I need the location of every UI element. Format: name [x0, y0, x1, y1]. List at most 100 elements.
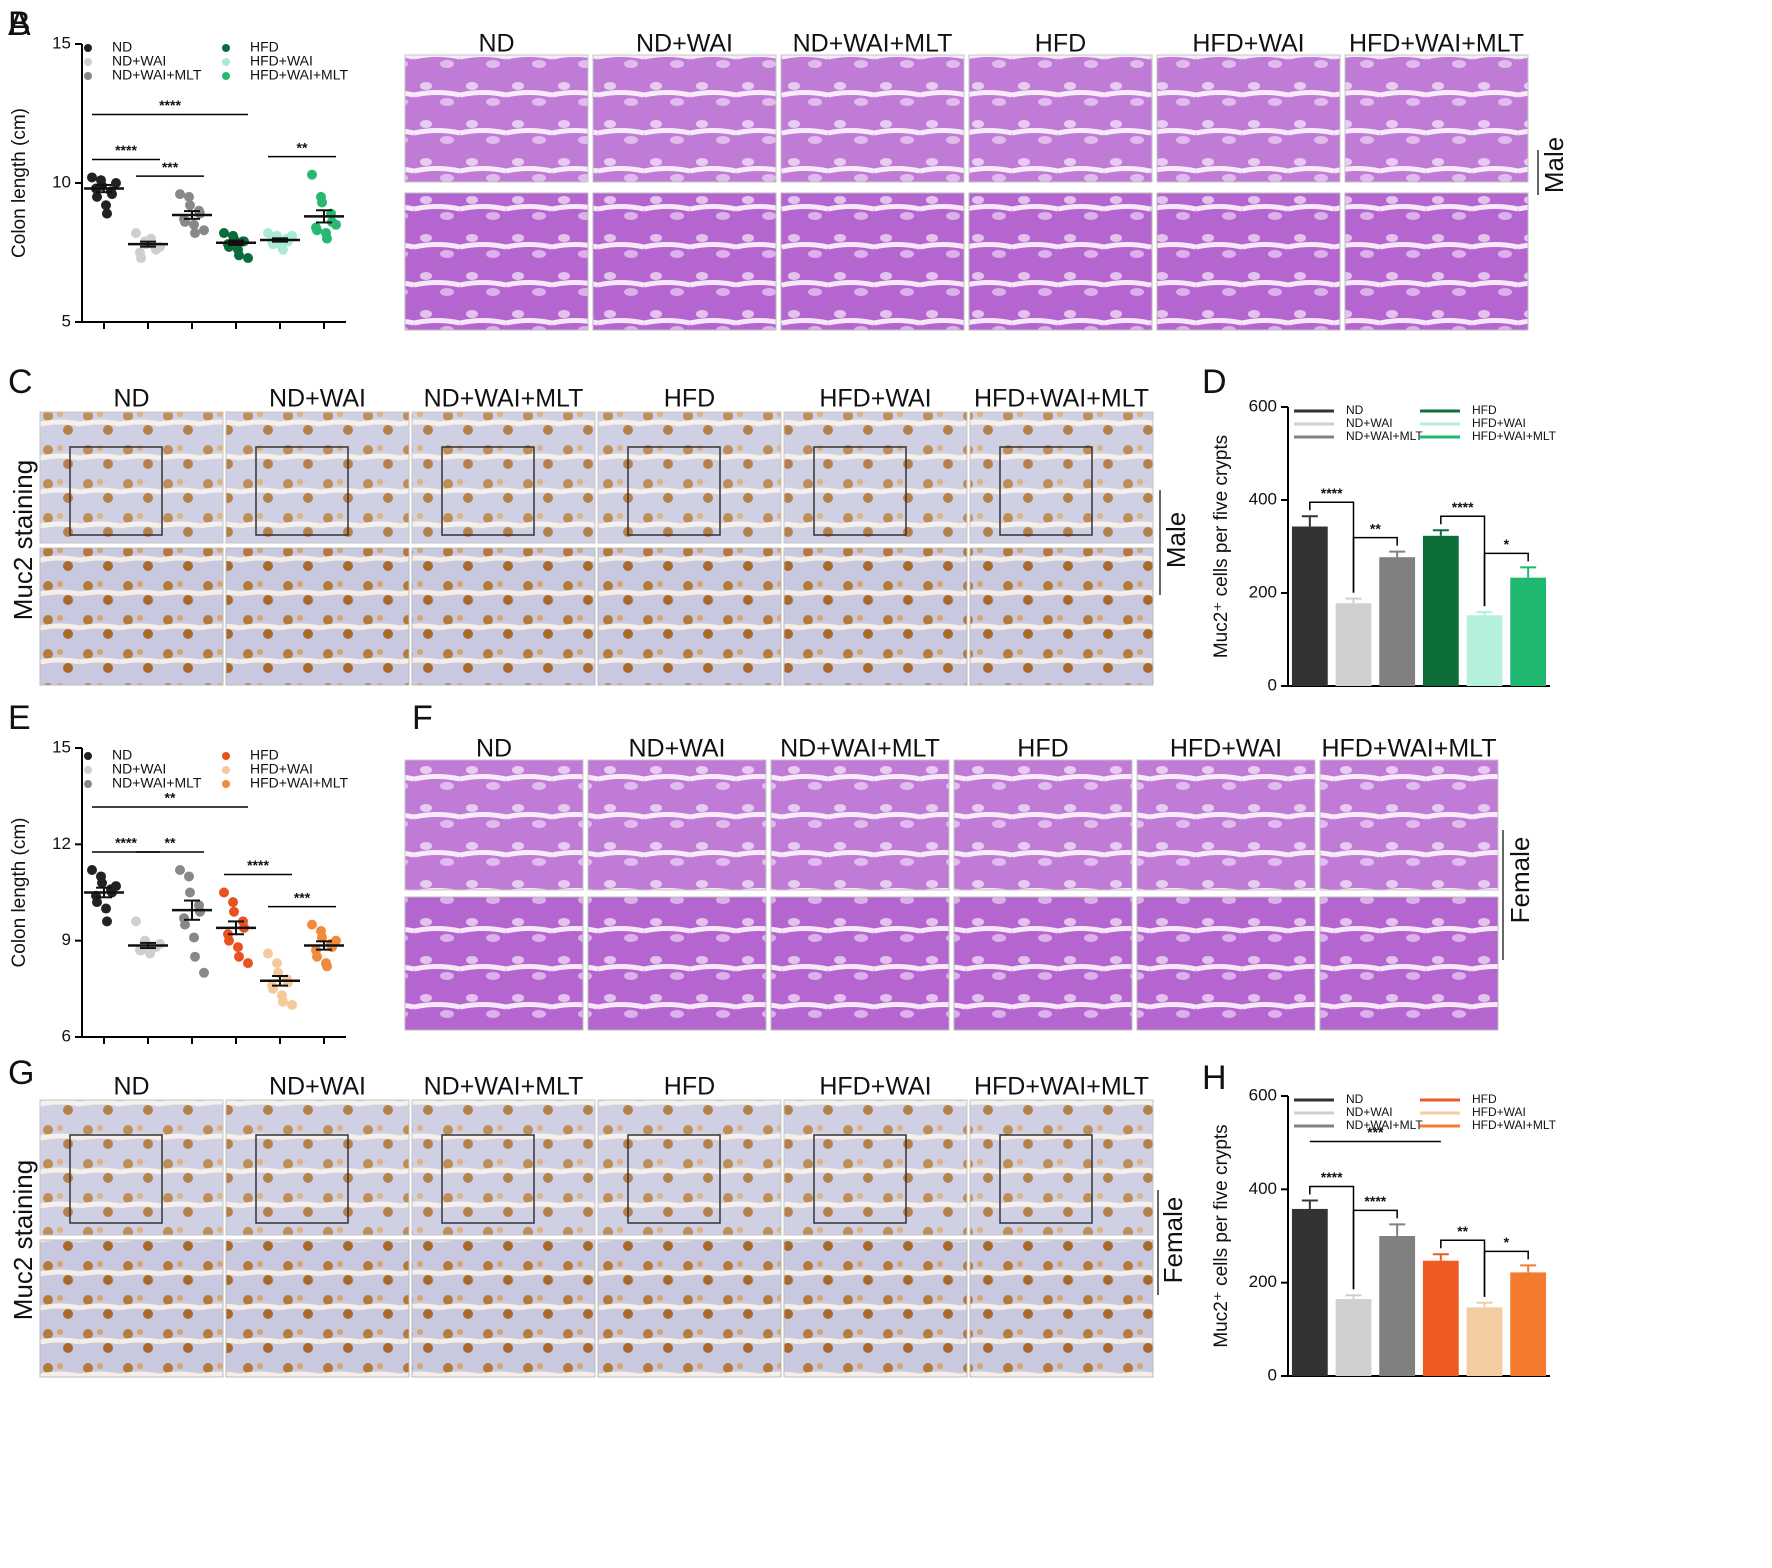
- data-point: [331, 219, 341, 230]
- micrograph: [411, 411, 596, 544]
- column-header: ND+WAI+MLT: [424, 385, 584, 413]
- data-point: [243, 253, 253, 264]
- error-bar: [1432, 1253, 1449, 1261]
- sig-label: **: [1457, 1223, 1468, 1239]
- legend-marker: [222, 58, 230, 66]
- sem-bar: [140, 941, 156, 950]
- y-tick-label: 10: [52, 172, 71, 191]
- data-point: [185, 200, 195, 211]
- data-point: [233, 942, 243, 953]
- column-header: HFD+WAI: [819, 385, 931, 413]
- legend-label: HFD: [1472, 403, 1497, 417]
- micrograph: [597, 547, 782, 686]
- side-label: Female: [1158, 1197, 1188, 1284]
- y-tick-label: 200: [1249, 1272, 1277, 1291]
- sig-bracket: [1483, 1250, 1529, 1297]
- data-point: [195, 906, 205, 917]
- micrograph: [404, 54, 589, 183]
- sig-label: **: [165, 835, 176, 851]
- data-point: [234, 951, 244, 962]
- data-point: [243, 958, 253, 969]
- data-point: [107, 189, 117, 200]
- sig-label: ****: [115, 142, 137, 158]
- micrograph: [1319, 896, 1499, 1031]
- micrograph: [1156, 54, 1341, 183]
- legend-label: HFD+WAI+MLT: [250, 67, 348, 83]
- micrograph: [39, 547, 224, 686]
- micrograph: [770, 896, 950, 1031]
- data-point: [180, 919, 190, 930]
- legend-marker: [222, 766, 230, 774]
- data-point: [287, 999, 297, 1010]
- legend-label: HFD+WAI: [250, 53, 313, 69]
- micrograph: [39, 1099, 224, 1236]
- legend-label: HFD+WAI: [250, 761, 313, 777]
- y-tick-label: 15: [52, 33, 71, 52]
- data-point: [102, 916, 112, 927]
- y-tick-label: 0: [1268, 1365, 1277, 1384]
- micrograph: [225, 411, 410, 544]
- sig-label: **: [297, 139, 308, 155]
- micrograph: [780, 54, 965, 183]
- data-point: [263, 228, 273, 239]
- micrograph: [953, 896, 1133, 1031]
- y-tick-label: 400: [1249, 489, 1277, 508]
- micrograph: [1319, 759, 1499, 891]
- error-bar: [1476, 611, 1493, 616]
- data-point: [155, 938, 165, 949]
- panel-letter: H: [1202, 1059, 1227, 1097]
- data-point: [87, 172, 97, 183]
- zoom-box: [69, 446, 163, 536]
- sig-label: ****: [1452, 499, 1474, 515]
- data-point: [287, 230, 297, 241]
- error-bar: [1389, 550, 1406, 558]
- legend-label: ND+WAI+MLT: [112, 775, 202, 791]
- legend-marker: [84, 58, 92, 66]
- sig-label: ***: [294, 889, 311, 905]
- y-tick-label: 9: [62, 930, 71, 949]
- data-point: [263, 948, 273, 959]
- sig-label: ***: [162, 159, 179, 175]
- column-header: ND: [113, 1073, 149, 1101]
- sem-bar: [140, 240, 156, 248]
- y-tick-label: 12: [52, 834, 71, 853]
- micrograph: [1136, 759, 1316, 891]
- bar: [1510, 1272, 1547, 1376]
- error-bar: [1389, 1223, 1406, 1236]
- column-header: ND+WAI: [629, 735, 726, 763]
- column-header: HFD+WAI+MLT: [1321, 735, 1496, 763]
- bar: [1335, 603, 1372, 686]
- zoom-box: [999, 446, 1093, 536]
- sig-label: ****: [1364, 1193, 1386, 1209]
- sem-bar: [96, 183, 112, 194]
- data-point: [102, 208, 112, 219]
- column-header: ND: [113, 385, 149, 413]
- zoom-box: [627, 1134, 721, 1224]
- legend-marker: [84, 780, 92, 788]
- data-point: [272, 958, 282, 969]
- panel-letter: A: [8, 5, 31, 43]
- legend-label: ND+WAI: [112, 761, 166, 777]
- row-label: Muc2 staining: [8, 1160, 38, 1320]
- bar: [1291, 1208, 1328, 1376]
- error-bar: [1301, 515, 1318, 527]
- data-point: [307, 919, 317, 930]
- data-point: [136, 253, 146, 264]
- error-bar: [1432, 529, 1449, 536]
- micrograph: [1156, 192, 1341, 331]
- micrograph: [404, 896, 584, 1031]
- sem-bar: [316, 209, 332, 224]
- column-header: ND: [476, 735, 512, 763]
- sig-label: *: [1504, 1234, 1510, 1250]
- zoom-box: [813, 1134, 907, 1224]
- panel-letter: E: [8, 699, 31, 737]
- data-point: [101, 200, 111, 211]
- column-header: HFD+WAI: [1192, 30, 1304, 58]
- legend-label: ND+WAI: [112, 53, 166, 69]
- sig-label: ***: [1367, 1124, 1384, 1140]
- micrograph: [968, 192, 1153, 331]
- column-header: ND+WAI+MLT: [424, 1073, 584, 1101]
- data-point: [229, 906, 239, 917]
- zoom-box: [813, 446, 907, 536]
- column-header: HFD+WAI: [1170, 735, 1282, 763]
